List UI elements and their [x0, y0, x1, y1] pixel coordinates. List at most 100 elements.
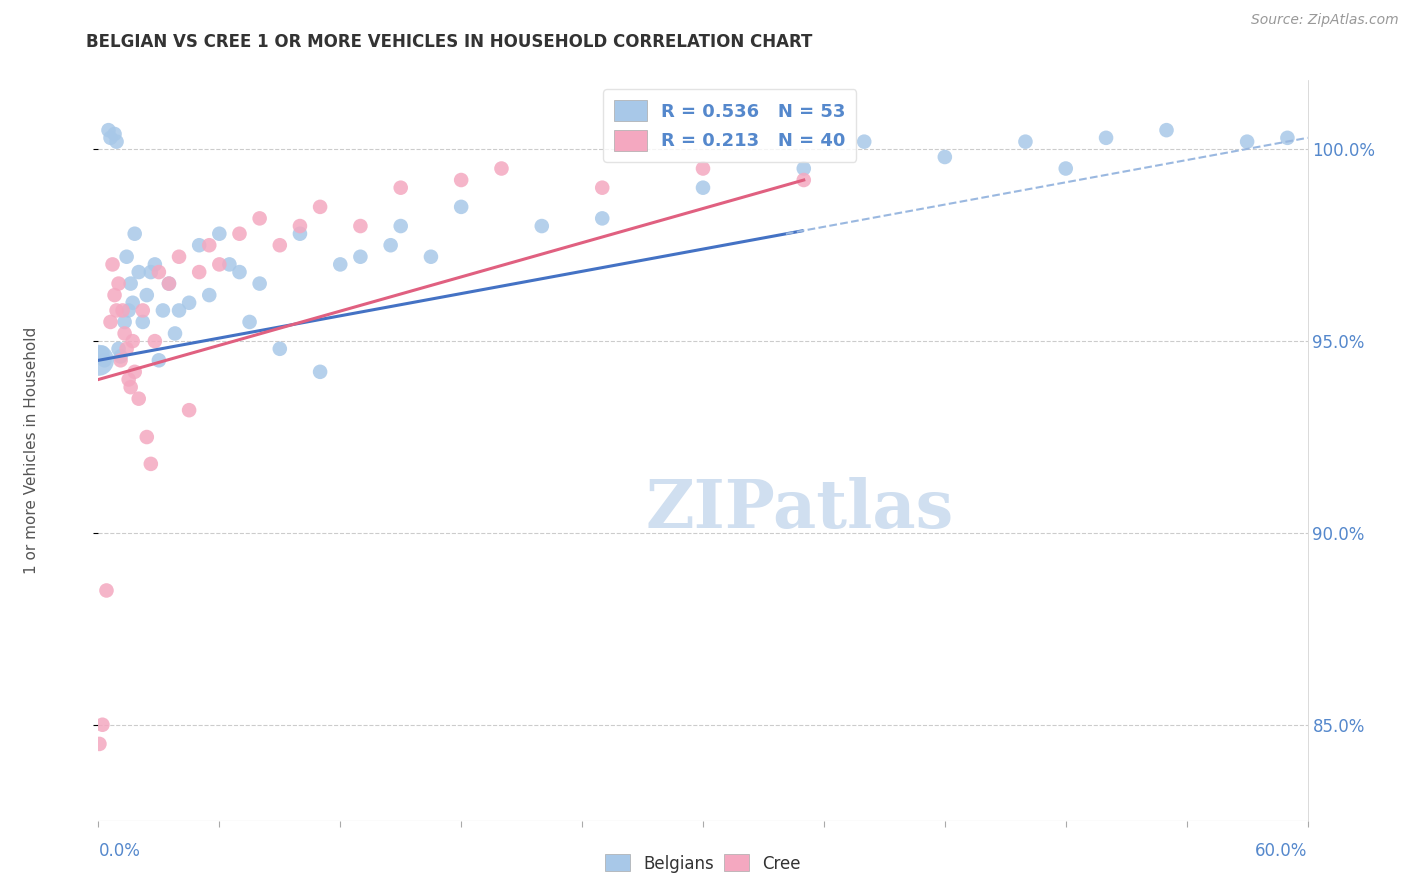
Point: [349, 250, 371, 264]
Point: [139, 457, 162, 471]
Point: [97, 123, 120, 137]
Point: [157, 277, 180, 291]
Point: [853, 135, 876, 149]
Point: [163, 326, 186, 341]
Point: [139, 265, 162, 279]
Point: [329, 257, 352, 271]
Point: [132, 303, 155, 318]
Text: BELGIAN VS CREE 1 OR MORE VEHICLES IN HOUSEHOLD CORRELATION CHART: BELGIAN VS CREE 1 OR MORE VEHICLES IN HO…: [86, 33, 813, 51]
Point: [167, 303, 190, 318]
Point: [143, 334, 166, 348]
Point: [148, 265, 170, 279]
Text: 60.0%: 60.0%: [1256, 842, 1308, 860]
Point: [208, 227, 231, 241]
Point: [793, 173, 815, 187]
Point: [269, 342, 291, 356]
Point: [1095, 131, 1118, 145]
Text: 1 or more Vehicles in Household: 1 or more Vehicles in Household: [24, 326, 39, 574]
Point: [208, 257, 231, 271]
Point: [114, 326, 136, 341]
Point: [105, 303, 128, 318]
Point: [1156, 123, 1178, 137]
Point: [148, 353, 170, 368]
Point: [1014, 135, 1036, 149]
Point: [100, 131, 122, 145]
Point: [309, 200, 332, 214]
Point: [93, 353, 115, 368]
Text: ZIPatlas: ZIPatlas: [645, 477, 953, 542]
Point: [692, 180, 714, 194]
Point: [389, 219, 412, 233]
Point: [152, 303, 174, 318]
Point: [349, 219, 371, 233]
Point: [128, 265, 150, 279]
Point: [591, 211, 613, 226]
Point: [135, 430, 157, 444]
Point: [179, 403, 201, 417]
Point: [793, 161, 815, 176]
Point: [198, 288, 221, 302]
Point: [188, 238, 211, 252]
Point: [692, 161, 714, 176]
Point: [128, 392, 150, 406]
Point: [218, 257, 240, 271]
Legend: Belgians, Cree: Belgians, Cree: [599, 847, 807, 880]
Point: [239, 315, 262, 329]
Point: [91, 345, 114, 359]
Point: [228, 227, 250, 241]
Point: [309, 365, 332, 379]
Point: [124, 227, 146, 241]
Point: [110, 350, 132, 364]
Point: [105, 135, 128, 149]
Point: [89, 737, 111, 751]
Point: [124, 365, 146, 379]
Point: [269, 238, 291, 252]
Point: [491, 161, 513, 176]
Point: [118, 303, 141, 318]
Point: [188, 265, 211, 279]
Point: [121, 334, 143, 348]
Point: [101, 257, 124, 271]
Point: [100, 315, 122, 329]
Point: [103, 288, 125, 302]
Point: [1054, 161, 1077, 176]
Point: [121, 295, 143, 310]
Text: Source: ZipAtlas.com: Source: ZipAtlas.com: [1251, 13, 1399, 28]
Point: [111, 303, 134, 318]
Legend: R = 0.536   N = 53, R = 0.213   N = 40: R = 0.536 N = 53, R = 0.213 N = 40: [603, 89, 856, 161]
Point: [135, 288, 157, 302]
Point: [107, 277, 129, 291]
Point: [934, 150, 956, 164]
Point: [143, 257, 166, 271]
Point: [132, 315, 155, 329]
Point: [249, 211, 271, 226]
Point: [420, 250, 443, 264]
Point: [1236, 135, 1258, 149]
Point: [114, 315, 136, 329]
Point: [591, 180, 613, 194]
Point: [91, 717, 114, 731]
Point: [157, 277, 180, 291]
Point: [87, 353, 110, 368]
Point: [288, 219, 311, 233]
Text: 0.0%: 0.0%: [98, 842, 141, 860]
Point: [228, 265, 250, 279]
Point: [1277, 131, 1299, 145]
Point: [118, 372, 141, 386]
Point: [167, 250, 190, 264]
Point: [380, 238, 402, 252]
Point: [120, 277, 142, 291]
Point: [450, 200, 472, 214]
Point: [107, 342, 129, 356]
Point: [249, 277, 271, 291]
Point: [96, 583, 118, 598]
Point: [115, 250, 138, 264]
Point: [103, 127, 125, 141]
Point: [115, 342, 138, 356]
Point: [530, 219, 553, 233]
Point: [179, 295, 201, 310]
Point: [389, 180, 412, 194]
Point: [198, 238, 221, 252]
Point: [120, 380, 142, 394]
Point: [450, 173, 472, 187]
